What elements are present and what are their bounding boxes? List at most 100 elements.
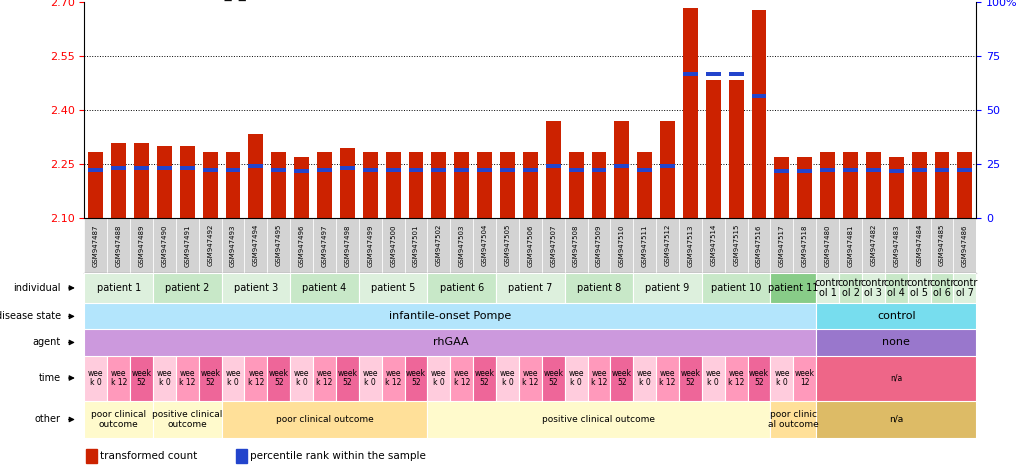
Bar [564,356,588,401]
Text: week
52: week 52 [475,369,494,387]
Text: GSM947488: GSM947488 [116,224,122,266]
Text: control: control [877,311,915,321]
Bar [336,218,359,273]
Text: wee
k 0: wee k 0 [88,369,104,387]
Bar [88,168,104,172]
Text: GSM947510: GSM947510 [618,224,624,266]
Text: GSM947485: GSM947485 [939,224,945,266]
Bar [153,218,176,273]
Bar [176,218,198,273]
Bar [294,169,309,173]
Bar [363,152,377,218]
Text: GSM947494: GSM947494 [253,224,259,266]
Bar [957,152,972,218]
Bar [427,356,451,401]
Text: contr
ol 6: contr ol 6 [930,278,955,298]
Bar [176,356,198,401]
Bar [889,157,904,218]
Bar [931,273,954,303]
Text: GSM947486: GSM947486 [962,224,968,266]
Bar [519,356,542,401]
Bar [656,356,679,401]
Bar [634,273,702,303]
Bar [729,73,743,76]
Bar [381,356,405,401]
Bar [564,218,588,273]
Text: GSM947495: GSM947495 [276,224,282,266]
Bar [130,356,153,401]
Bar [592,152,606,218]
Text: GSM947516: GSM947516 [756,224,762,266]
Bar [679,356,702,401]
Bar [84,401,153,438]
Bar [588,356,610,401]
Bar [222,218,244,273]
Text: GSM947509: GSM947509 [596,224,602,266]
Text: wee
k 12: wee k 12 [591,369,607,387]
Bar [248,134,263,218]
Bar [954,273,976,303]
Bar [359,218,381,273]
Text: agent: agent [33,337,61,347]
Bar [153,273,222,303]
Text: contr
ol 1: contr ol 1 [815,278,840,298]
Bar [771,356,793,401]
Bar [313,218,336,273]
Text: week
52: week 52 [200,369,221,387]
Bar [702,356,725,401]
Bar [656,218,679,273]
Bar [679,218,702,273]
Bar [496,273,564,303]
Bar [908,218,931,273]
Bar [134,143,149,218]
Bar [931,218,954,273]
Bar [272,152,286,218]
Bar [588,218,610,273]
Text: wee
k 12: wee k 12 [248,369,264,387]
Text: wee
k 12: wee k 12 [179,369,195,387]
Text: GSM947490: GSM947490 [162,224,168,266]
Bar [797,169,813,173]
Text: GSM947513: GSM947513 [687,224,694,266]
Bar [725,218,747,273]
Bar [862,218,885,273]
Text: GSM947499: GSM947499 [367,224,373,266]
Bar [226,168,240,172]
Text: contr
ol 7: contr ol 7 [952,278,977,298]
Bar [294,157,309,218]
Text: wee
k 12: wee k 12 [316,369,333,387]
Bar [473,356,496,401]
Bar [340,148,355,218]
Text: GSM947503: GSM947503 [459,224,465,266]
Bar [817,401,976,438]
Text: GSM947506: GSM947506 [528,224,533,266]
Bar [865,152,881,218]
Text: patient 1: patient 1 [97,283,140,293]
Bar [911,152,926,218]
Bar [885,273,908,303]
Text: GSM947512: GSM947512 [664,224,670,266]
Bar [839,273,862,303]
Bar [157,166,172,170]
Bar [610,356,634,401]
Text: week
52: week 52 [680,369,701,387]
Bar [793,218,817,273]
Text: time: time [39,373,61,383]
Bar [519,218,542,273]
Text: wee
k 12: wee k 12 [659,369,675,387]
Bar [729,80,743,218]
Bar [817,303,976,329]
Bar [381,218,405,273]
Text: GSM947497: GSM947497 [321,224,327,266]
Bar [130,218,153,273]
Text: contr
ol 2: contr ol 2 [838,278,863,298]
Bar [843,168,858,172]
Bar [427,273,496,303]
Text: GSM947481: GSM947481 [847,224,853,266]
Bar [336,356,359,401]
Text: wee
k 12: wee k 12 [111,369,127,387]
Text: wee
k 0: wee k 0 [294,369,309,387]
Bar [614,164,630,168]
Bar [954,218,976,273]
Bar [267,218,290,273]
